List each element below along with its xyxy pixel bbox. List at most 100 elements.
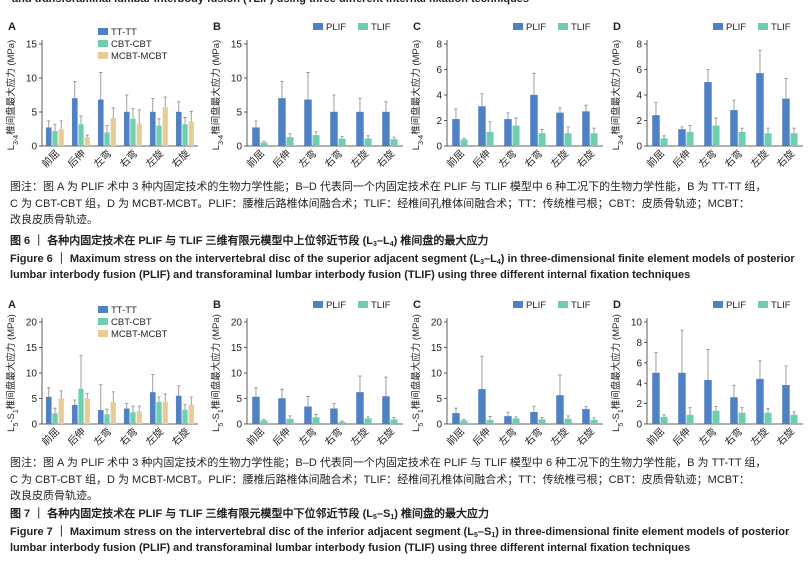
bar [538, 133, 546, 146]
error-bar [566, 415, 570, 419]
text-run: L [611, 427, 622, 432]
text-run: Figure 7 ｜ Maximum stress on the interve… [10, 526, 474, 538]
bar [45, 396, 52, 425]
x-tick-label: 左弯 [696, 147, 719, 170]
legend-swatch [313, 23, 323, 30]
y-tick-label: 6 [636, 358, 642, 369]
bar [730, 397, 738, 425]
bar [512, 418, 520, 424]
bar [764, 133, 772, 146]
error-bar [79, 115, 83, 125]
error-bar [59, 390, 63, 399]
y-tick-label: 0 [236, 420, 242, 431]
y-axis-label: L5-S1椎间盘最大应力 (MPa) [5, 314, 20, 432]
caption-en-line: lumbar interbody fusion (PLIF) and trans… [10, 268, 690, 282]
bar [252, 127, 260, 147]
y-tick-label: 4 [636, 91, 642, 102]
bar [123, 111, 130, 147]
error-bar [59, 120, 63, 129]
x-tick-label: 右弯 [117, 425, 140, 448]
y-tick-label: 15 [231, 40, 243, 51]
error-bar [306, 396, 310, 407]
error-bar [332, 94, 336, 112]
error-bar [105, 125, 109, 133]
bar [712, 125, 720, 146]
y-tick-label: 5 [31, 394, 37, 405]
x-tick-label: 前屈 [644, 425, 667, 448]
error-bar [732, 384, 736, 398]
bar [738, 412, 746, 424]
panel-label: A [8, 299, 16, 311]
bar [104, 414, 110, 424]
error-bar [280, 81, 284, 99]
error-bar [792, 127, 796, 134]
bar [149, 111, 156, 147]
error-bar [488, 415, 492, 420]
y-tick-label: 15 [231, 343, 243, 354]
error-bar [462, 137, 466, 140]
error-bar [558, 107, 562, 113]
error-bar [53, 407, 57, 414]
y-tick-label: 8 [436, 40, 442, 51]
subscript: 5 [218, 423, 225, 427]
bar [260, 420, 268, 424]
bar [330, 111, 338, 147]
y-axis-label: L5-S1椎间盘最大应力 (MPa) [610, 314, 625, 432]
error-bar [784, 365, 788, 386]
error-bar [680, 329, 684, 373]
error-bar [454, 108, 458, 120]
bar [130, 118, 136, 146]
bar [756, 378, 764, 425]
bar [530, 412, 538, 425]
text-run: –L [483, 253, 497, 265]
text-run: L [211, 427, 222, 432]
bar [356, 111, 364, 147]
bar [582, 111, 590, 147]
figure-note-line: C 为 CBT-CBT 组，D 为 MCBT-MCBT。PLIF：腰椎后路椎体间… [10, 197, 750, 211]
error-bar [514, 117, 518, 126]
error-bar [189, 110, 193, 122]
x-tick-label: 右旋 [374, 147, 397, 170]
bar [382, 111, 390, 147]
bar [162, 401, 168, 424]
error-bar [584, 104, 588, 112]
text-run: 图 6 ｜ 各种内固定技术在 PLIF 与 TLIF 三维有限元模型中上位邻近节… [10, 235, 373, 247]
legend-swatch [713, 23, 723, 30]
y-tick-label: 10 [431, 369, 443, 380]
text-run: ) 椎间盘的最大应力 [394, 508, 489, 520]
x-tick-label: 前屈 [644, 147, 667, 170]
bar [782, 384, 790, 425]
error-bar [73, 81, 77, 99]
bar [486, 419, 494, 424]
error-bar [384, 101, 388, 112]
error-bar [183, 117, 187, 125]
bar [110, 118, 116, 146]
legend-swatch [758, 23, 768, 30]
x-tick-label: 左弯 [91, 147, 114, 170]
bar [686, 131, 694, 146]
y-tick-label: 5 [31, 108, 37, 119]
text-run: 椎间盘最大应力 (MPa) [610, 314, 622, 409]
legend-label: TLIF [571, 22, 591, 33]
header-fragment: and transforaminal lumbar interbody fusi… [12, 0, 529, 6]
legend-swatch [313, 301, 323, 308]
bar [278, 98, 286, 147]
error-bar [163, 96, 167, 108]
bar [52, 413, 58, 424]
x-tick-label: 后伸 [65, 426, 88, 449]
error-bar [183, 404, 187, 410]
x-tick-label: 右旋 [169, 147, 192, 170]
legend-label: MCBT-MCBT [111, 51, 168, 62]
bar [312, 135, 320, 146]
bar [97, 99, 104, 147]
figure-note-line: 改良皮质骨轨迹。 [10, 489, 98, 503]
error-bar [157, 118, 161, 126]
y-tick-label: 4 [436, 91, 442, 102]
error-bar [47, 120, 51, 128]
error-bar [262, 419, 266, 421]
x-tick-label: 右旋 [574, 425, 597, 448]
bar [530, 94, 538, 147]
x-tick-label: 前屈 [444, 425, 467, 448]
x-tick-label: 左旋 [348, 147, 371, 170]
y-tick-label: 8 [636, 338, 642, 349]
